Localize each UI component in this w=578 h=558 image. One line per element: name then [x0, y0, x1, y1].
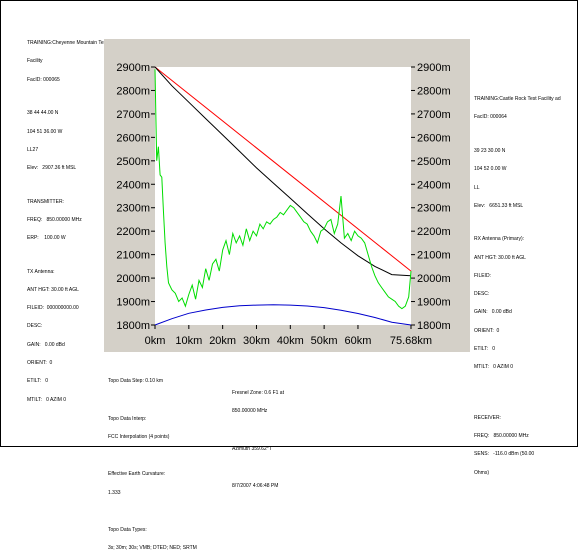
tx-gain: GAIN: 0.00 dBd [27, 341, 65, 348]
tx-fileid: FILEID: 000000000.00 [27, 305, 79, 312]
rx-desc: DESC: [474, 291, 490, 298]
x-tick-label: 10km [175, 335, 202, 347]
y-tick-label-right: 1900m [417, 297, 451, 309]
rx-ant-hgt: ANT HGT: 30.00 ft AGL [474, 254, 526, 261]
tx-erp: ERP: 100.00 W [27, 235, 66, 242]
y-tick-label-right: 2700m [417, 109, 451, 121]
x-tick-label: 75.68km [390, 335, 432, 347]
topo-info-panel: Topo Data Step: 0.10 km Topo Data Interp… [108, 366, 197, 558]
rx-freq: FREQ: 850.00000 MHz [474, 432, 529, 439]
topo-interp: FCC Interpolation (4 points) [108, 433, 170, 440]
y-tick-label-right: 2200m [417, 226, 451, 238]
y-tick-label-left: 2400m [116, 179, 150, 191]
y-tick-label-right: 1800m [417, 320, 451, 332]
chart-plot-area [155, 67, 411, 325]
y-tick-label-left: 1800m [116, 320, 150, 332]
tx-desc: DESC: [27, 323, 43, 330]
fresnel-zone: Fresnel Zone: 0.6 F1 at [232, 390, 284, 397]
y-tick-label-left: 2200m [116, 226, 150, 238]
rx-etilt: ETILT: 0 [474, 345, 496, 352]
rx-gain: GAIN: 0.00 dBd [474, 309, 512, 316]
tx-mtilt: MTILT: 0 AZIM 0 [27, 396, 67, 403]
y-tick-label-right: 2800m [417, 85, 451, 97]
fresnel-zone-freq: 850.00000 MHz [232, 408, 268, 415]
x-tick-label: 0km [145, 335, 166, 347]
y-tick-label-left: 2900m [116, 62, 150, 74]
x-tick-label: 40km [277, 335, 304, 347]
y-tick-label-left: 2100m [116, 250, 150, 262]
earth-curvature: 1.333 [108, 489, 121, 496]
tx-orient: ORIENT: 0 [27, 359, 53, 366]
profile-chart: 2900m 2900m 2800m 2800m 2700m 2700m 2600m 2600m… [116, 62, 451, 347]
y-tick-label-right: 2600m [417, 132, 451, 144]
path-info-panel: Fresnel Zone: 0.6 F1 at 850.00000 MHz Az… [232, 378, 284, 496]
rx-sens-cont: Ohms) [474, 469, 489, 476]
tx-facility-title-cont: Facility [27, 58, 43, 65]
rx-datum: LL [474, 184, 480, 191]
topo-interp-header: Topo Data Interp: [108, 415, 147, 422]
tx-facility-title: TRAINING:Cheyenne Mountain Test [27, 40, 108, 47]
rx-lat: 39 23 30.00 N [474, 147, 506, 154]
rx-facility-title: TRAINING:Castle Rock Test Facility ad [474, 96, 561, 103]
x-tick-label: 60km [345, 335, 372, 347]
tx-freq: FREQ: 850.00000 MHz [27, 216, 82, 223]
tx-ant-hgt: ANT HGT: 30.00 ft AGL [27, 286, 79, 293]
rx-antenna-header: RX Antenna (Primary): [474, 236, 525, 243]
series-line-2 [154, 69, 412, 310]
rx-fileid: FILEID: [474, 272, 491, 279]
x-tick-label: 50km [311, 335, 338, 347]
transmitter-header: TRANSMITTER: [27, 198, 64, 205]
topo-step: Topo Data Step: 0.10 km [108, 378, 164, 385]
y-tick-label-right: 2500m [417, 156, 451, 168]
rx-elev: Elev: 6651.33 ft MSL [474, 202, 524, 209]
y-tick-label-right: 2400m [417, 179, 451, 191]
y-tick-label-left: 2800m [116, 85, 150, 97]
rx-orient: ORIENT: 0 [474, 327, 500, 334]
rx-mtilt: MTILT: 0 AZIM 0 [474, 364, 514, 371]
earth-curvature-header: Effective Earth Curvature: [108, 471, 166, 478]
x-tick-label: 20km [209, 335, 236, 347]
tx-elev: Elev: 2907.36 ft MSL [27, 165, 77, 172]
y-tick-label-left: 1900m [116, 297, 150, 309]
tx-antenna-header: TX Antenna: [27, 268, 55, 275]
y-tick-label-right: 2300m [417, 203, 451, 215]
x-tick-label: 30km [243, 335, 270, 347]
y-tick-label-right: 2100m [417, 250, 451, 262]
timestamp: 8/7/2007 4:06:48 PM [232, 483, 279, 490]
y-tick-label-left: 2000m [116, 273, 150, 285]
transmitter-info-panel: TRAINING:Cheyenne Mountain Test Facility… [27, 28, 108, 409]
y-tick-label-left: 2700m [116, 109, 150, 121]
tx-lat: 38 44 44.00 N [27, 110, 59, 117]
y-tick-label-right: 2900m [417, 62, 451, 74]
tx-lon: 104 51 36.00 W [27, 128, 63, 135]
series-line-0 [154, 66, 412, 272]
rx-sens: SENS: -116.0 dBm (50.00 [474, 451, 535, 458]
tx-etilt: ETILT: 0 [27, 378, 49, 385]
tx-datum: LL27 [27, 146, 39, 153]
series-line-3 [154, 304, 412, 326]
y-tick-label-right: 2000m [417, 273, 451, 285]
receiver-header: RECEIVER: [474, 414, 501, 421]
y-tick-label-left: 2500m [116, 156, 150, 168]
tx-facid: FacID: 000065 [27, 76, 60, 83]
rx-lon: 104 52 0.00 W [474, 166, 507, 173]
rx-facid: FacID: 000064 [474, 114, 507, 121]
topo-types: 3s; 30m; 30s; VMB; DTED; NED; SRTM [108, 545, 197, 552]
topo-types-header: Topo Data Types: [108, 527, 147, 534]
y-tick-label-left: 2600m [116, 132, 150, 144]
series-line-1 [154, 66, 412, 277]
y-tick-label-left: 2300m [116, 203, 150, 215]
